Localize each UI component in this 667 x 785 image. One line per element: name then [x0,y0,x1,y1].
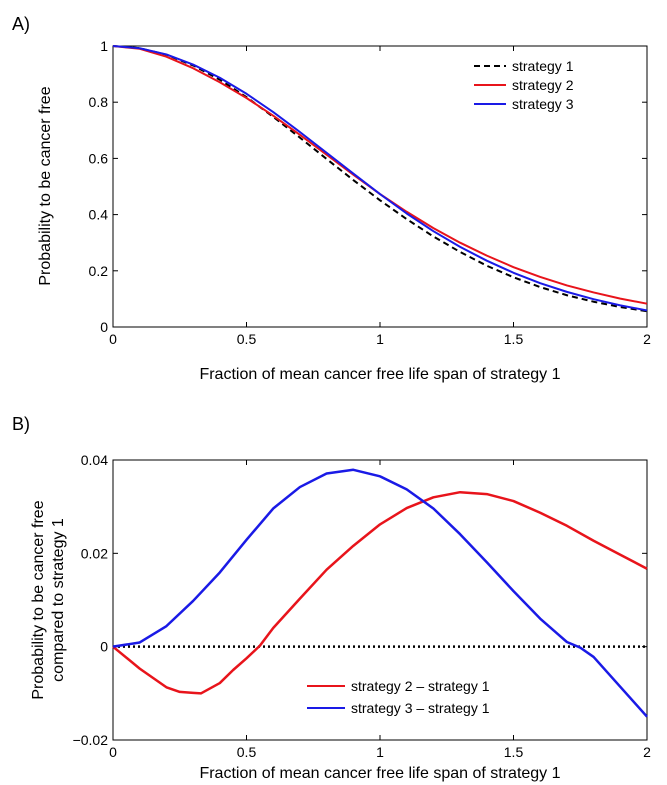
panel-b-y-axis-label-line-1: Probability to be cancer free [30,500,47,699]
panel-b-x-tick-label: 0.5 [237,744,257,760]
panel-a-x-tick-label: 1.5 [504,331,524,347]
panel-a-y-tick-label: 0.4 [89,207,109,223]
panel-a-x-axis-label: Fraction of mean cancer free life span o… [199,366,560,383]
panel-b-x-axis-label: Fraction of mean cancer free life span o… [199,765,560,782]
panel-b-legend-label-2: strategy 3 – strategy 1 [351,700,490,716]
panel-b-x-tick-label: 1.5 [504,744,524,760]
panel-b-x-tick-label: 0 [109,744,117,760]
panel-b-x-tick-label: 2 [643,744,651,760]
panel-a-y-tick-label: 0.6 [89,150,109,166]
panel-b-label: B) [12,414,30,434]
panel-b-y-axis-label-line-2: compared to strategy 1 [50,518,67,682]
panel-a-x-tick-label: 0 [109,331,117,347]
panel-a-x-tick-label: 1 [376,331,384,347]
panel-a-x-tick-label: 0.5 [237,331,257,347]
panel-a: A) 0 0.5 1 1.5 2 0 0.2 0.4 0.6 0.8 1 strategy 1 stra… [12,14,651,383]
panel-b-y-tick-label: 0.04 [81,452,108,468]
panel-a-legend-label-2: strategy 2 [512,77,574,93]
panel-b-y-tick-label: 0 [100,639,108,655]
panel-a-y-tick-label: 0.8 [89,94,109,110]
panel-a-y-tick-label: 1 [100,38,108,54]
panel-b-series-line-2 [112,468,648,718]
panel-a-label: A) [12,14,30,34]
panel-a-y-tick-label: 0 [100,319,108,335]
panel-b-legend-label-1: strategy 2 – strategy 1 [351,678,490,694]
panel-b-y-tick-label: −0.02 [73,732,109,748]
panel-b-series-line-1 [112,490,648,695]
panel-a-series-line-3 [112,45,648,312]
panel-a-y-axis-label: Probability to be cancer free [37,86,54,285]
panel-b-x-tick-label: 1 [376,744,384,760]
panel-a-plot-area: 0 0.5 1 1.5 2 0 0.2 0.4 0.6 0.8 1 strategy 1 strateg… [89,38,652,347]
panel-a-x-tick-label: 2 [643,331,651,347]
panel-a-legend-label-1: strategy 1 [512,58,574,74]
panel-b-y-tick-label: 0.02 [81,545,108,561]
panel-a-y-tick-label: 0.2 [89,263,109,279]
panel-a-legend-label-3: strategy 3 [512,96,574,112]
panel-a-series-line-1 [112,45,648,313]
